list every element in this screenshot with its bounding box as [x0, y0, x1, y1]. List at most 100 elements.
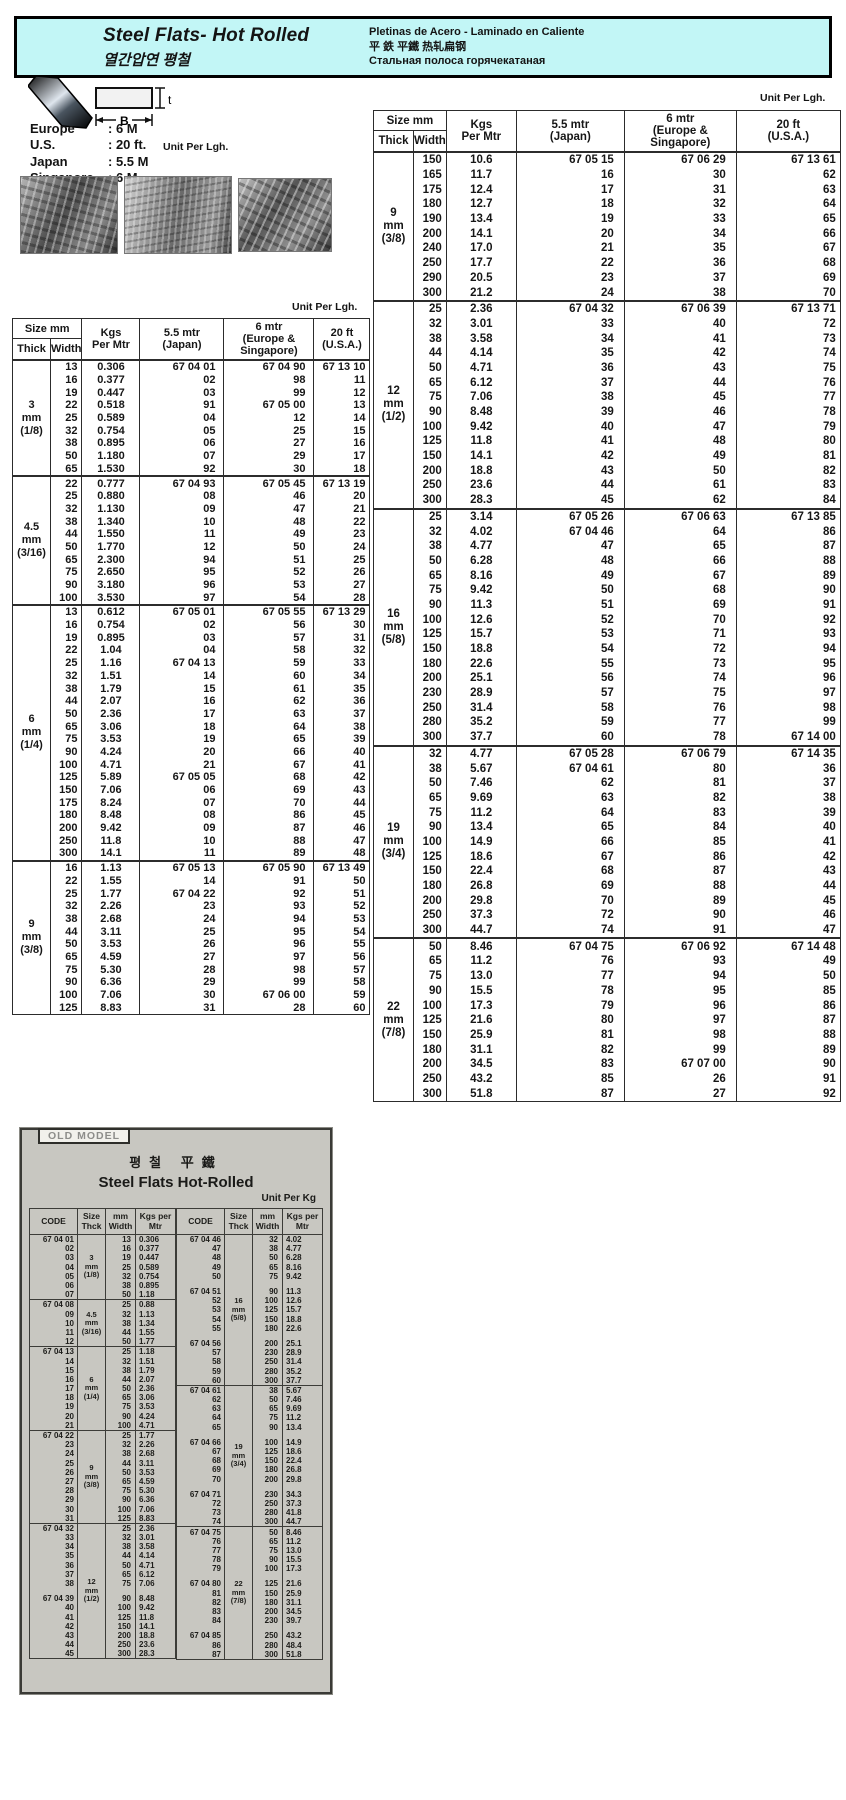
- om-width-cell: 38: [105, 1280, 136, 1291]
- om-kgs-cell: 8.16: [282, 1262, 323, 1272]
- kgs-cell: 1.04: [81, 644, 140, 657]
- kgs-cell: 0.518: [81, 399, 140, 412]
- kgs-cell: 11.2: [445, 954, 517, 969]
- om-table-row: 19 75 3.53: [30, 1402, 176, 1412]
- width-cell: 38: [413, 538, 447, 554]
- text-line: (U.S.A.): [767, 131, 810, 143]
- code-japan-cell: 60: [515, 729, 625, 746]
- om-width-cell: 75: [252, 1271, 283, 1281]
- length-label: Europe: [30, 120, 75, 136]
- om-width-cell: 125: [252, 1579, 283, 1589]
- om-code-cell: 81: [212, 1588, 221, 1598]
- table-row: 90 13.4 65 84 40: [374, 819, 841, 835]
- om-width-cell: 65: [252, 1536, 283, 1546]
- table-row: 38 3.58 34 41 73: [374, 331, 841, 346]
- text-line: Per Mtr: [92, 339, 130, 351]
- table-row: 90 15.5 78 95 85: [374, 983, 841, 999]
- code-usa-cell: 81: [735, 448, 841, 464]
- code-usa-cell: 70: [735, 285, 841, 301]
- text-line: 6: [89, 1374, 94, 1384]
- code-usa-cell: 67 13 29: [313, 604, 370, 619]
- om-width-cell: 280: [252, 1640, 283, 1650]
- om-code-cell: 67 04 39: [42, 1594, 74, 1604]
- text-line: Thck: [228, 1220, 249, 1231]
- width-cell: 200: [413, 463, 447, 479]
- om-kgs-cell: 41.8: [282, 1508, 323, 1518]
- header-6mtr-europe: 6 mtr (Europe & Singapore): [623, 110, 737, 153]
- code-usa-cell: 66: [735, 226, 841, 242]
- om-code-cell: 06: [65, 1281, 74, 1291]
- om-width-cell: 25: [105, 1522, 136, 1533]
- om-width-cell: 100: [105, 1504, 136, 1514]
- width-cell: 125: [413, 1012, 447, 1028]
- code-europe-cell: 69: [223, 783, 314, 797]
- table-row: 125 21.6 80 97 87: [374, 1012, 841, 1028]
- om-size-label: 19 mm (3/4): [224, 1384, 253, 1527]
- code-usa-cell: 38: [735, 790, 841, 806]
- kgs-cell: 35.2: [445, 715, 517, 730]
- spacer-cell: [282, 1431, 323, 1438]
- width-cell: 65: [49, 950, 82, 964]
- om-code-cell: 65: [212, 1422, 221, 1432]
- code-europe-cell: 42: [623, 345, 737, 361]
- code-usa-cell: 52: [313, 899, 370, 913]
- code-japan-cell: 08: [139, 809, 224, 822]
- om-kgs-cell: 25.9: [282, 1588, 323, 1598]
- spacer-cell: [252, 1573, 283, 1580]
- kgs-cell: 5.30: [81, 963, 140, 976]
- om-width-cell: 90: [105, 1411, 136, 1421]
- kgs-cell: 1.550: [81, 527, 140, 541]
- code-usa-cell: 51: [313, 887, 370, 900]
- kgs-cell: 0.880: [81, 489, 140, 503]
- width-cell: 19: [49, 386, 82, 400]
- width-cell: 200: [413, 226, 447, 242]
- om-kgs-cell: 6.36: [135, 1495, 176, 1505]
- om-code-cell: 10: [65, 1318, 74, 1328]
- width-cell: 90: [49, 578, 82, 592]
- table-row: 125 15.7 53 71 93: [374, 627, 841, 642]
- table-row: 300 14.1 11 89 48: [13, 847, 370, 861]
- text-line: mm: [259, 1211, 276, 1221]
- om-code-cell: 15: [65, 1365, 74, 1375]
- om-code-cell: 67 04 85: [189, 1631, 221, 1641]
- table-row: 180 31.1 82 99 89: [374, 1042, 841, 1057]
- code-japan-cell: 63: [515, 790, 625, 806]
- code-europe-cell: 94: [623, 968, 737, 984]
- code-japan-cell: 40: [515, 419, 625, 435]
- code-usa-cell: 18: [313, 462, 370, 477]
- om-table-row: 60 300 37.7: [177, 1375, 323, 1386]
- om-table-row: 67 125 18.6: [177, 1446, 323, 1457]
- kgs-cell: 28.3: [445, 492, 517, 509]
- code-europe-cell: 49: [623, 448, 737, 464]
- om-table-row: 76 65 11.2: [177, 1536, 323, 1546]
- code-usa-cell: 14: [313, 411, 370, 425]
- om-table-row: 45 300 28.3: [30, 1649, 176, 1659]
- width-cell: 75: [413, 390, 447, 405]
- code-europe-cell: 35: [623, 241, 737, 256]
- table-row: 125 5.89 67 05 05 68 42: [13, 771, 370, 784]
- om-table-row: 87 300 51.8: [177, 1649, 323, 1660]
- om-code-cell: 83: [212, 1607, 221, 1617]
- text-line: (3/8): [20, 944, 43, 957]
- code-usa-cell: 86: [735, 998, 841, 1013]
- om-table-row: 79 100 17.3: [177, 1564, 323, 1574]
- om-size-label: 4.5 mm (3/16): [77, 1299, 106, 1347]
- kgs-cell: 1.180: [81, 449, 140, 463]
- width-cell: 150: [49, 783, 82, 797]
- spacer-cell: [252, 1483, 283, 1490]
- width-cell: 300: [413, 1086, 447, 1102]
- om-width-cell: 230: [252, 1489, 283, 1499]
- code-japan-cell: 20: [515, 226, 625, 242]
- code-japan-cell: 17: [515, 182, 625, 198]
- kgs-cell: 3.06: [81, 720, 140, 733]
- kgs-cell: 8.46: [445, 937, 517, 955]
- unit-per-lgh-label: Unit Per Lgh.: [760, 92, 826, 104]
- width-cell: 22: [49, 475, 82, 490]
- om-table-row: 81 150 25.9: [177, 1588, 323, 1598]
- table-row: 38 1.79 15 61 35: [13, 682, 370, 695]
- code-europe-cell: 67 06 92: [623, 937, 737, 955]
- text-line: (3/16): [17, 547, 46, 560]
- table-row: 90 11.3 51 69 91: [374, 597, 841, 613]
- code-usa-cell: 47: [735, 922, 841, 939]
- code-usa-cell: 46: [735, 908, 841, 923]
